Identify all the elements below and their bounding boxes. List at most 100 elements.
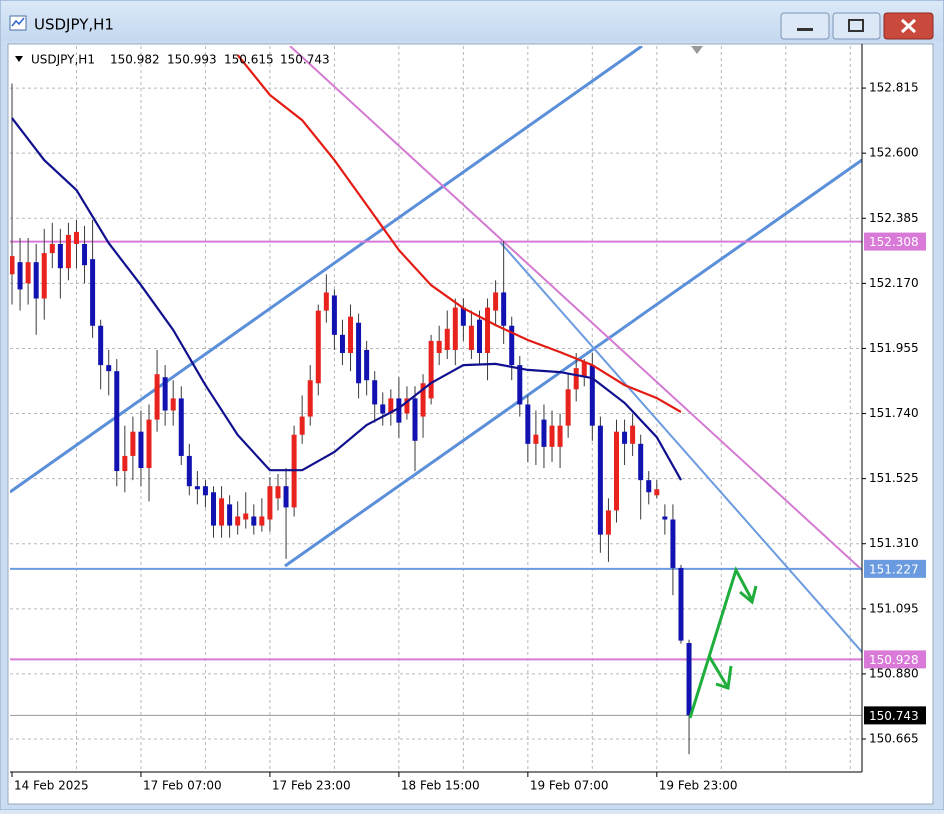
- candle-body: [589, 365, 595, 426]
- candle-body: [243, 513, 249, 520]
- candle-body: [186, 455, 192, 487]
- symbol: USDJPY,H1: [31, 53, 95, 67]
- y-tick-label: 151.955: [869, 341, 919, 355]
- candle-body: [493, 292, 499, 311]
- price-label: 151.227: [869, 562, 919, 576]
- candle-body: [122, 455, 128, 472]
- candle-body: [428, 340, 434, 399]
- axes: 150.665 150.880 151.095 151.310 151.525 151.7…: [11, 81, 926, 793]
- candle-body: [597, 425, 603, 535]
- minimize-button[interactable]: [780, 12, 830, 40]
- candle-body: [573, 368, 579, 390]
- candle-body: [227, 504, 233, 526]
- period-marker: [691, 46, 703, 54]
- candle-body: [339, 334, 345, 353]
- candle-body: [57, 244, 63, 269]
- candle-body: [275, 486, 281, 499]
- x-tick-label: 18 Feb 15:00: [401, 779, 480, 793]
- candle-body: [485, 307, 491, 353]
- y-tick-label: 152.385: [869, 211, 919, 225]
- candle-body: [130, 431, 136, 456]
- candle-body: [162, 377, 168, 411]
- close: 150.743: [280, 53, 330, 67]
- candle-body: [73, 231, 79, 244]
- maximize-button[interactable]: [832, 12, 881, 40]
- menu-triangle[interactable]: [15, 56, 23, 62]
- candle-body: [412, 398, 418, 441]
- candle-body: [331, 295, 337, 335]
- candle-body: [90, 259, 96, 326]
- close-button[interactable]: [883, 12, 934, 40]
- candle-body: [444, 328, 450, 350]
- y-tick-label: 151.095: [869, 601, 919, 615]
- price-label-box: [864, 650, 926, 669]
- candle-body: [202, 486, 208, 496]
- candle-body: [251, 516, 257, 526]
- app-icon: [9, 15, 27, 31]
- candle-body: [82, 244, 88, 266]
- candle-body: [307, 380, 313, 417]
- trend-line: [499, 241, 862, 653]
- candle-body: [605, 510, 611, 535]
- y-tick-label: 151.310: [869, 536, 919, 550]
- high: 150.993: [167, 53, 217, 67]
- candle-body: [436, 340, 442, 353]
- candle-body: [581, 362, 587, 378]
- y-tick-label: 151.740: [869, 406, 919, 420]
- price-label-box: [864, 706, 926, 725]
- x-tick-label: 17 Feb 07:00: [143, 779, 222, 793]
- candle-body: [396, 398, 402, 423]
- trend-line: [284, 158, 862, 568]
- y-tick-label: 150.665: [869, 732, 919, 746]
- candle-body: [154, 374, 160, 420]
- candle-body: [194, 486, 200, 490]
- candle-body: [517, 365, 523, 405]
- arrow: [688, 566, 754, 719]
- candle-body: [299, 416, 305, 435]
- candle-body: [460, 307, 466, 326]
- moving-average: [236, 54, 682, 413]
- low: 150.615: [224, 53, 274, 67]
- candle-body: [380, 404, 386, 414]
- candle-body: [468, 325, 474, 350]
- candle-body: [533, 434, 539, 444]
- candle-body: [25, 262, 31, 284]
- candle-body: [638, 443, 644, 481]
- candle-body: [525, 404, 531, 444]
- price-label-box: [864, 559, 926, 578]
- candle-body: [323, 292, 329, 311]
- price-label: 150.928: [869, 653, 919, 667]
- candle-body: [420, 383, 426, 417]
- chart-area: [7, 43, 934, 805]
- y-tick-label: 150.880: [869, 666, 919, 680]
- price-label: 150.743: [869, 709, 919, 723]
- candle-body: [41, 253, 47, 299]
- plot: [10, 54, 692, 755]
- candle-body: [501, 292, 507, 326]
- candle-body: [315, 310, 321, 384]
- candle-body: [678, 567, 684, 641]
- candle-body: [404, 398, 410, 414]
- candle-body: [211, 492, 216, 526]
- candle-body: [146, 419, 152, 469]
- candle-body: [10, 256, 15, 275]
- horizontal-lines: [10, 240, 862, 716]
- candle-body: [364, 349, 370, 381]
- candle-body: [388, 398, 394, 414]
- price-label: 152.308: [869, 235, 919, 249]
- candle-body: [267, 486, 273, 520]
- candle-body: [614, 431, 619, 511]
- candle-body: [686, 643, 692, 716]
- y-tick-label: 152.170: [869, 276, 919, 290]
- moving-average: [11, 117, 682, 481]
- x-tick-label: 19 Feb 07:00: [530, 779, 609, 793]
- candle-body: [65, 234, 71, 269]
- candle-body: [646, 480, 652, 493]
- candle-body: [138, 431, 144, 469]
- arrow: [707, 655, 730, 689]
- candle-body: [17, 262, 23, 290]
- trend-line: [289, 46, 862, 571]
- price-label-box: [864, 232, 926, 251]
